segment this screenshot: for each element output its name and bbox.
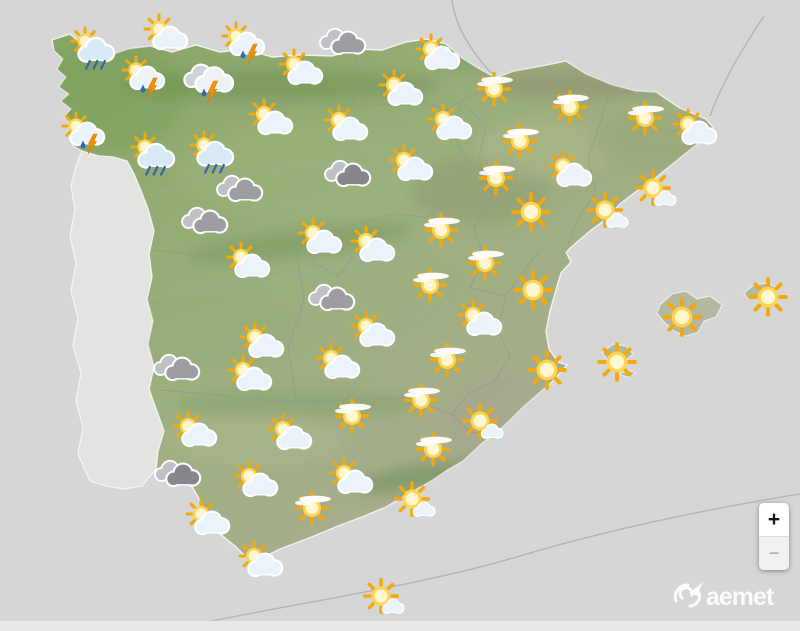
zoom-in-button[interactable]: +: [759, 503, 789, 536]
aemet-logo: aemet: [673, 582, 776, 611]
neighbour-coastlines: [197, 0, 800, 625]
france-mediterranean-coastline: [709, 15, 765, 117]
map-bottom-strip: [0, 621, 800, 631]
aemet-logo-text: aemet: [706, 583, 775, 611]
zoom-out-button[interactable]: −: [759, 536, 789, 570]
france-atlantic-coastline: [451, 0, 493, 75]
aemet-logo-mark: [673, 582, 703, 608]
africa-coastline: [197, 493, 800, 625]
map-zoom-control: + −: [759, 503, 789, 570]
